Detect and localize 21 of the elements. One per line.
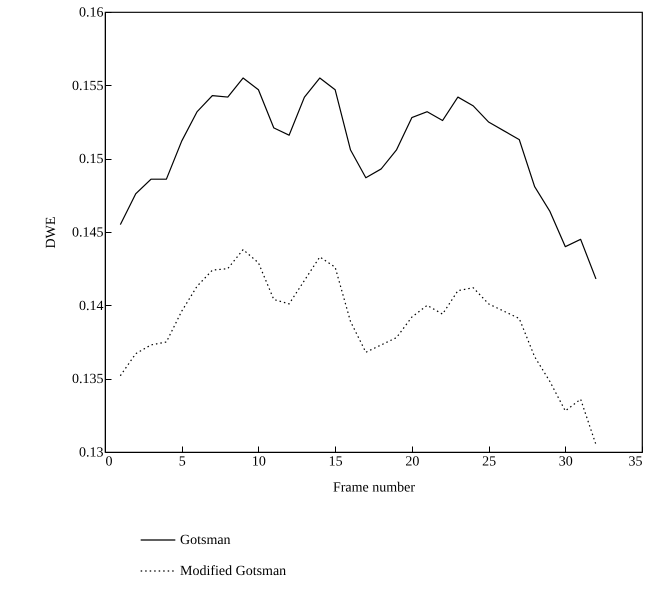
x-tick-label: 30 [558,454,573,470]
legend-label: Modified Gotsman [180,564,286,579]
y-tick-label: 0.16 [79,6,104,20]
x-tick-label: 25 [482,454,496,470]
y-tick-label: 0.13 [79,446,104,460]
y-tick-label: 0.14 [79,298,104,314]
x-tick-label: 20 [405,454,420,470]
y-tick-label: 0.155 [72,78,104,94]
x-tick-label: 10 [252,454,266,470]
x-tick-label: 35 [628,454,642,470]
y-axis-title: DWE [44,216,59,248]
x-tick-label: 15 [328,454,343,470]
y-tick-label: 0.145 [72,226,104,240]
x-tick-label: 5 [178,454,186,470]
line-series [120,77,597,280]
x-tick-label: 0 [106,454,112,470]
y-tick-label: 0.135 [72,372,104,388]
legend-label: Gotsman [180,533,231,548]
line-series [120,249,597,446]
x-axis-title: Frame number [332,480,416,496]
y-tick-label: 0.15 [79,152,104,168]
